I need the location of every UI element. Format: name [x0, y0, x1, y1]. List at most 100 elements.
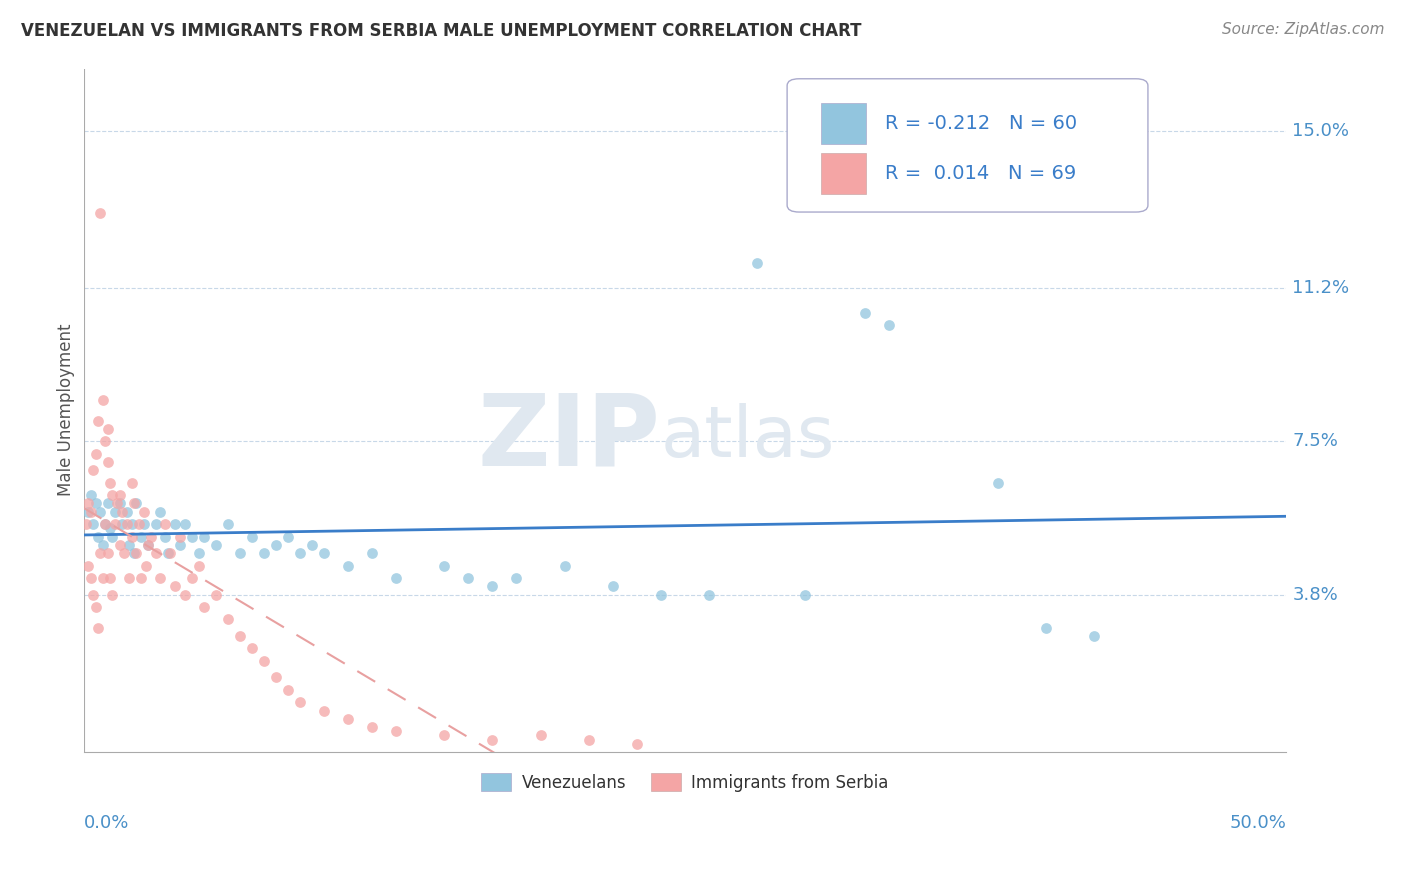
- Text: atlas: atlas: [661, 403, 835, 472]
- Point: [111, 517, 134, 532]
- Point: [433, 728, 456, 742]
- Point: [188, 558, 211, 573]
- Text: 3.8%: 3.8%: [1292, 585, 1339, 604]
- Point: [481, 579, 503, 593]
- Point: [1035, 621, 1057, 635]
- Point: [108, 538, 131, 552]
- Point: [361, 720, 384, 734]
- Point: [111, 505, 134, 519]
- Point: [312, 546, 335, 560]
- Point: [361, 546, 384, 560]
- Point: [91, 538, 114, 552]
- Text: R =  0.014   N = 69: R = 0.014 N = 69: [884, 163, 1076, 183]
- Point: [97, 496, 120, 510]
- Point: [84, 599, 107, 614]
- Point: [879, 318, 901, 333]
- Point: [145, 517, 167, 532]
- Point: [193, 599, 215, 614]
- Y-axis label: Male Unemployment: Male Unemployment: [58, 324, 75, 497]
- Point: [132, 505, 155, 519]
- Point: [82, 588, 104, 602]
- Point: [745, 256, 768, 270]
- Point: [253, 654, 276, 668]
- Point: [193, 530, 215, 544]
- Bar: [821, 153, 866, 194]
- Point: [337, 712, 360, 726]
- Point: [82, 463, 104, 477]
- Point: [554, 558, 576, 573]
- Point: [132, 517, 155, 532]
- Point: [385, 571, 408, 585]
- Point: [84, 496, 107, 510]
- Point: [91, 571, 114, 585]
- Text: 15.0%: 15.0%: [1292, 121, 1350, 140]
- Text: Source: ZipAtlas.com: Source: ZipAtlas.com: [1222, 22, 1385, 37]
- Point: [89, 546, 111, 560]
- Point: [82, 517, 104, 532]
- Point: [217, 612, 239, 626]
- Text: VENEZUELAN VS IMMIGRANTS FROM SERBIA MALE UNEMPLOYMENT CORRELATION CHART: VENEZUELAN VS IMMIGRANTS FROM SERBIA MAL…: [21, 22, 862, 40]
- Point: [240, 641, 263, 656]
- Point: [75, 517, 97, 532]
- Point: [180, 571, 202, 585]
- Point: [602, 579, 624, 593]
- Point: [118, 538, 141, 552]
- Point: [98, 571, 121, 585]
- Point: [650, 588, 672, 602]
- Point: [163, 579, 186, 593]
- Point: [337, 558, 360, 573]
- Point: [169, 538, 191, 552]
- Point: [97, 422, 120, 436]
- Point: [505, 571, 527, 585]
- Point: [145, 546, 167, 560]
- Point: [138, 538, 160, 552]
- Point: [89, 206, 111, 220]
- Point: [122, 546, 145, 560]
- Point: [104, 505, 127, 519]
- Point: [122, 496, 145, 510]
- Point: [80, 571, 103, 585]
- Point: [135, 558, 157, 573]
- Point: [98, 475, 121, 490]
- Point: [104, 517, 127, 532]
- Text: 50.0%: 50.0%: [1229, 814, 1286, 832]
- Point: [159, 546, 181, 560]
- Legend: Venezuelans, Immigrants from Serbia: Venezuelans, Immigrants from Serbia: [475, 767, 896, 798]
- Point: [853, 306, 876, 320]
- Point: [288, 546, 311, 560]
- Point: [80, 505, 103, 519]
- Text: 11.2%: 11.2%: [1292, 279, 1350, 297]
- Point: [97, 546, 120, 560]
- Point: [229, 629, 252, 643]
- Point: [115, 517, 138, 532]
- Point: [108, 488, 131, 502]
- Point: [125, 546, 148, 560]
- Point: [97, 455, 120, 469]
- Point: [129, 571, 152, 585]
- Point: [277, 530, 299, 544]
- Bar: [821, 103, 866, 144]
- Point: [101, 530, 124, 544]
- Point: [1083, 629, 1105, 643]
- Point: [108, 496, 131, 510]
- Text: 0.0%: 0.0%: [83, 814, 129, 832]
- Point: [94, 434, 117, 449]
- Point: [94, 517, 117, 532]
- Point: [87, 621, 110, 635]
- Point: [149, 505, 172, 519]
- Point: [84, 447, 107, 461]
- Point: [149, 571, 172, 585]
- Point: [129, 530, 152, 544]
- Point: [125, 496, 148, 510]
- Point: [301, 538, 323, 552]
- Point: [138, 538, 160, 552]
- Point: [128, 517, 150, 532]
- Point: [91, 392, 114, 407]
- Point: [217, 517, 239, 532]
- Point: [173, 517, 195, 532]
- Point: [77, 558, 100, 573]
- Point: [80, 488, 103, 502]
- Point: [121, 517, 143, 532]
- Point: [204, 538, 226, 552]
- Point: [385, 724, 408, 739]
